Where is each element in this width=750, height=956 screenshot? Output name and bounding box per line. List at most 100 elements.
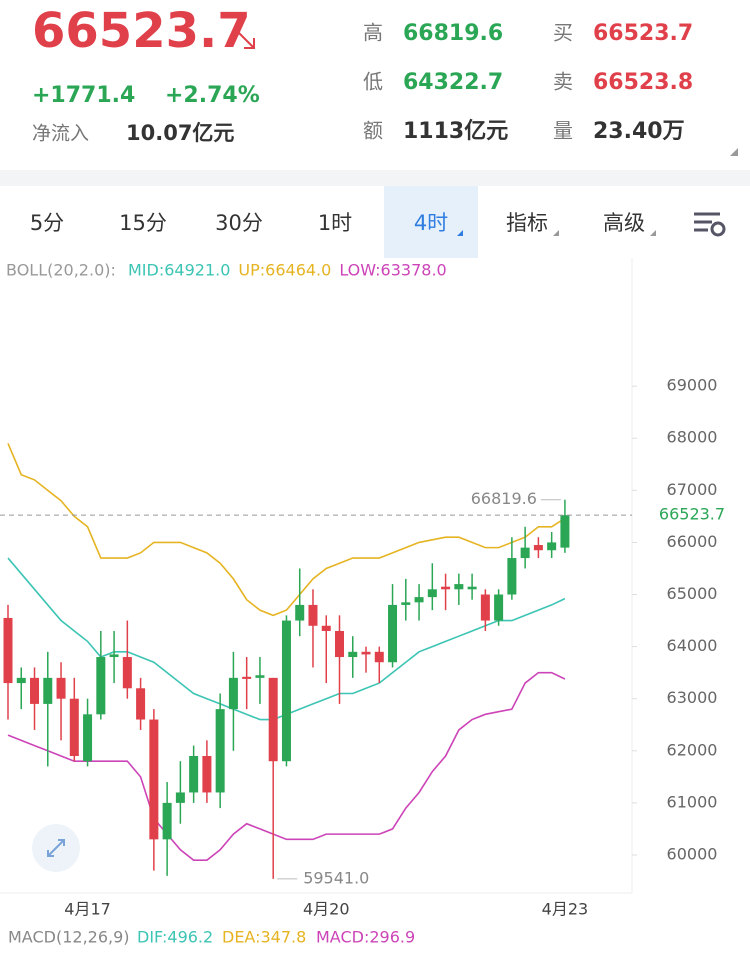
candle-body <box>335 630 344 658</box>
candle-body <box>83 714 93 762</box>
y-tick-label: 61000 <box>667 792 718 811</box>
candle-body <box>401 602 411 605</box>
x-tick-label: 4月17 <box>64 900 111 919</box>
y-tick-label: 63000 <box>667 688 718 707</box>
candle-body <box>374 651 384 663</box>
candle-body <box>480 594 490 621</box>
candle-body <box>43 677 53 704</box>
tab[interactable]: 5分 <box>30 211 64 235</box>
candle-body <box>520 547 530 559</box>
candle-body <box>414 597 424 603</box>
tab-selected <box>384 186 478 258</box>
candle-body <box>507 558 517 595</box>
last-price-tag <box>650 503 746 528</box>
corner <box>730 148 738 156</box>
x-tick-label: 4月23 <box>542 900 589 919</box>
y-tick-label: 67000 <box>667 480 718 499</box>
candle-body <box>308 604 318 626</box>
divider <box>0 170 750 186</box>
y-tick-label: 69000 <box>667 376 718 395</box>
candle-body <box>268 677 278 762</box>
candle-body <box>16 677 26 684</box>
candle-body <box>3 617 13 684</box>
candle-body <box>533 545 543 551</box>
tab[interactable]: 30分 <box>215 211 263 235</box>
stat-value: 64322.7 <box>403 70 503 95</box>
change: +1771.4 <box>32 83 135 108</box>
low-label: 59541.0 <box>303 868 369 887</box>
y-tick-label: 66000 <box>667 532 718 551</box>
candle-body <box>69 698 79 756</box>
y-tick-label: 65000 <box>667 584 718 603</box>
candle-body <box>255 675 265 678</box>
candle-body <box>494 594 504 621</box>
stat-value: 66819.6 <box>403 21 503 46</box>
tab[interactable]: 1时 <box>318 211 352 235</box>
inflow-label: 净流入 <box>32 123 89 145</box>
candle-body <box>175 792 185 803</box>
tab[interactable]: 指标 <box>506 211 548 235</box>
last-price: 66523.7 <box>659 505 725 524</box>
price: 66523.7 <box>32 3 251 59</box>
legend-label: MID:64921.0 <box>128 261 230 280</box>
candle-body <box>281 620 291 762</box>
expand-icon <box>47 839 65 857</box>
candle-body <box>441 586 451 590</box>
candle-body <box>215 709 225 793</box>
stat-label: 高 <box>363 21 383 45</box>
candle-body <box>56 677 66 699</box>
tab-caret <box>553 230 559 236</box>
boll-line <box>7 443 566 617</box>
legend-label: UP:66464.0 <box>238 261 331 280</box>
macd-legend: DEA:347.8 <box>222 928 306 947</box>
candle-body <box>149 719 159 840</box>
legend-label: LOW:63378.0 <box>339 261 446 280</box>
y-tick-label: 64000 <box>667 636 718 655</box>
candle-body <box>202 755 212 793</box>
candle-body <box>560 515 570 548</box>
candle-body <box>348 651 358 658</box>
candle-body <box>30 677 40 704</box>
candle-body <box>109 654 119 658</box>
stat-value: 66523.8 <box>593 70 693 95</box>
boll-line <box>7 671 566 861</box>
candle-body <box>427 589 437 598</box>
candle-body <box>96 657 106 715</box>
stat-label: 卖 <box>553 70 573 94</box>
high-label: 66819.6 <box>471 489 537 508</box>
x-tick-label: 4月20 <box>303 900 350 919</box>
stat-value: 66523.7 <box>593 21 693 46</box>
macd-legend: DIF:496.2 <box>137 928 213 947</box>
tab[interactable]: 4时 <box>414 211 448 235</box>
candle-body <box>321 625 331 631</box>
tab[interactable]: 15分 <box>119 211 167 235</box>
inflow: 10.07亿元 <box>126 121 234 145</box>
tab-caret <box>457 230 463 236</box>
candle-body <box>295 604 305 621</box>
candle-body <box>361 651 371 655</box>
y-tick-label: 68000 <box>667 428 718 447</box>
tab-caret <box>650 230 656 236</box>
stat-value: 23.40万 <box>593 119 685 144</box>
indicator: BOLL(20,2.0): <box>6 261 116 280</box>
y-tick-label: 62000 <box>667 740 718 759</box>
stat-label: 低 <box>363 70 383 94</box>
candle-body <box>242 676 252 679</box>
candle-body <box>162 802 172 840</box>
macd-legend: MACD:296.9 <box>316 928 415 947</box>
y-tick-label: 60000 <box>667 844 718 863</box>
candle-body <box>136 688 146 720</box>
candle-body <box>454 584 464 590</box>
macd-legend: MACD(12,26,9) <box>8 928 130 947</box>
candle-body <box>228 677 238 710</box>
tab[interactable]: 高级 <box>603 211 645 235</box>
stat-label: 量 <box>553 119 573 143</box>
down-arrow <box>237 31 255 49</box>
change-pct: +2.74% <box>165 83 260 108</box>
candle-body <box>189 755 199 793</box>
stat-label: 额 <box>363 119 383 143</box>
candle-body <box>122 657 132 689</box>
settings-icon[interactable] <box>694 212 726 237</box>
